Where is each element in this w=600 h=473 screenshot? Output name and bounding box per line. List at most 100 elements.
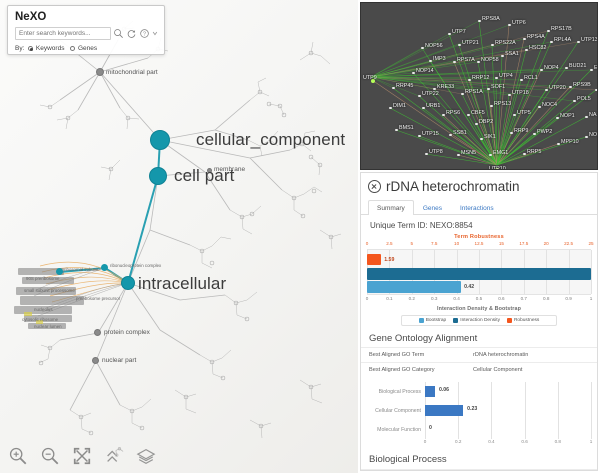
gene-node[interactable] bbox=[556, 116, 559, 120]
search-input[interactable] bbox=[15, 27, 111, 40]
tab-genes[interactable]: Genes bbox=[422, 205, 442, 212]
gene-node[interactable] bbox=[573, 99, 576, 103]
zoom-out-icon[interactable] bbox=[40, 446, 60, 466]
reset-icon[interactable] bbox=[126, 27, 137, 40]
gene-node[interactable] bbox=[477, 60, 480, 64]
radio-keywords-dot[interactable] bbox=[28, 46, 34, 51]
tree-node-cellular-component[interactable] bbox=[150, 130, 170, 150]
gene-node[interactable] bbox=[495, 167, 499, 169]
gene-node[interactable] bbox=[389, 106, 392, 110]
gene-node[interactable] bbox=[422, 106, 425, 110]
gene-node[interactable] bbox=[520, 78, 523, 82]
gene-node[interactable] bbox=[392, 86, 395, 90]
gene-node[interactable] bbox=[569, 85, 572, 89]
gene-node[interactable] bbox=[418, 134, 421, 138]
gene-node[interactable] bbox=[395, 128, 398, 132]
tree-node-ribosomal-subunit[interactable] bbox=[56, 268, 63, 275]
gene-node[interactable] bbox=[508, 23, 511, 27]
gene-node[interactable] bbox=[540, 68, 543, 72]
search-row[interactable]: ? bbox=[15, 27, 158, 40]
radio-keywords[interactable]: Keywords bbox=[28, 45, 64, 52]
gene-node[interactable] bbox=[490, 104, 493, 108]
gene-node[interactable] bbox=[501, 54, 504, 58]
tree-node-membrane[interactable] bbox=[207, 168, 212, 173]
search-panel[interactable]: NeXO ? By: bbox=[7, 5, 165, 55]
search-by-row[interactable]: By: Keywords Genes bbox=[15, 45, 158, 52]
gene-node[interactable] bbox=[565, 66, 568, 70]
gene-node[interactable] bbox=[461, 92, 464, 96]
tree-node-mitochondrial-part[interactable] bbox=[96, 68, 104, 76]
gene-node[interactable] bbox=[547, 29, 550, 33]
gene-node[interactable] bbox=[595, 88, 597, 92]
gene-node[interactable] bbox=[550, 40, 553, 44]
tab-interactions[interactable]: Interactions bbox=[459, 205, 494, 212]
gene-node[interactable] bbox=[478, 19, 481, 23]
layers-icon[interactable] bbox=[136, 446, 156, 466]
gene-node[interactable] bbox=[433, 87, 436, 91]
gene-node[interactable] bbox=[458, 43, 461, 47]
gene-node[interactable] bbox=[453, 60, 456, 64]
ontology-tree-panel[interactable]: cellular_component cell part intracellul… bbox=[0, 0, 358, 473]
gene-node[interactable] bbox=[467, 113, 470, 117]
gene-node[interactable] bbox=[495, 76, 498, 80]
view-toolbar[interactable] bbox=[0, 438, 358, 473]
tree-node-rnp-complex[interactable] bbox=[101, 264, 108, 271]
legend-item-robustness[interactable]: Robustness bbox=[506, 318, 539, 323]
zoom-in-icon[interactable] bbox=[8, 446, 28, 466]
chevron-down-icon[interactable] bbox=[152, 27, 158, 40]
tree-node-intracellular[interactable] bbox=[121, 276, 135, 290]
ontology-tree-graph[interactable] bbox=[0, 0, 358, 473]
gene-node[interactable] bbox=[557, 142, 560, 146]
gene-node[interactable] bbox=[538, 105, 541, 109]
gene-node[interactable] bbox=[412, 71, 415, 75]
close-icon[interactable] bbox=[368, 180, 381, 193]
gene-node[interactable] bbox=[577, 40, 580, 44]
gene-node[interactable] bbox=[525, 48, 528, 52]
gene-node[interactable] bbox=[523, 152, 526, 156]
gene-node[interactable] bbox=[457, 153, 460, 157]
gene-node[interactable] bbox=[468, 78, 471, 82]
gene-node[interactable] bbox=[442, 113, 445, 117]
help-icon[interactable]: ? bbox=[139, 27, 150, 40]
legend-item-interaction-density[interactable]: Interaction Density bbox=[453, 318, 500, 323]
tab-summary[interactable]: Summary bbox=[368, 200, 414, 215]
detail-tabs[interactable]: Summary Genes Interactions bbox=[361, 199, 597, 215]
gene-node[interactable] bbox=[371, 78, 375, 83]
fit-to-screen-icon[interactable] bbox=[72, 446, 92, 466]
gene-node[interactable] bbox=[449, 133, 452, 137]
term-detail-panel[interactable]: rDNA heterochromatin Summary Genes Inter… bbox=[360, 172, 598, 471]
gene-node[interactable] bbox=[590, 68, 593, 72]
gene-interaction-network-panel[interactable]: UTP9 NOP56 UTP7 RPS8A UTP6 RPS17B UTP21 RPS22A R… bbox=[360, 2, 598, 170]
gene-node[interactable] bbox=[533, 132, 536, 136]
gene-node[interactable] bbox=[418, 94, 421, 98]
chart-legend[interactable]: Bootstrap Interaction Density Robustness bbox=[401, 315, 557, 326]
gene-node[interactable] bbox=[585, 115, 588, 119]
gene-node[interactable] bbox=[513, 113, 516, 117]
gene-node[interactable] bbox=[523, 37, 526, 41]
gene-node[interactable] bbox=[510, 131, 513, 135]
gene-node[interactable] bbox=[425, 152, 428, 156]
tree-node-cell-part[interactable] bbox=[149, 167, 167, 185]
gene-node[interactable] bbox=[421, 46, 424, 50]
gene-node[interactable] bbox=[448, 32, 451, 36]
gene-node[interactable] bbox=[489, 153, 492, 157]
gene-node-label: RPS7A bbox=[457, 57, 475, 63]
collapse-icon[interactable] bbox=[104, 446, 124, 466]
gene-node[interactable] bbox=[585, 135, 588, 139]
radio-genes[interactable]: Genes bbox=[70, 45, 97, 52]
tree-node-nuclear-part[interactable] bbox=[92, 357, 99, 364]
gene-node[interactable] bbox=[487, 87, 490, 91]
tree-node-protein-complex[interactable] bbox=[94, 329, 101, 336]
gene-node[interactable] bbox=[508, 93, 511, 97]
legend-swatch bbox=[506, 318, 512, 323]
gene-node[interactable] bbox=[491, 43, 494, 47]
gene-node[interactable] bbox=[475, 122, 478, 126]
radio-genes-dot[interactable] bbox=[70, 46, 76, 51]
gene-node-label: BUD21 bbox=[569, 63, 587, 69]
gene-node[interactable] bbox=[429, 59, 432, 63]
gene-node[interactable] bbox=[480, 137, 483, 141]
search-icon[interactable] bbox=[113, 27, 124, 40]
gene-node[interactable] bbox=[545, 88, 548, 92]
legend-item-bootstrap[interactable]: Bootstrap bbox=[418, 318, 446, 323]
detail-header: rDNA heterochromatin bbox=[361, 173, 597, 196]
